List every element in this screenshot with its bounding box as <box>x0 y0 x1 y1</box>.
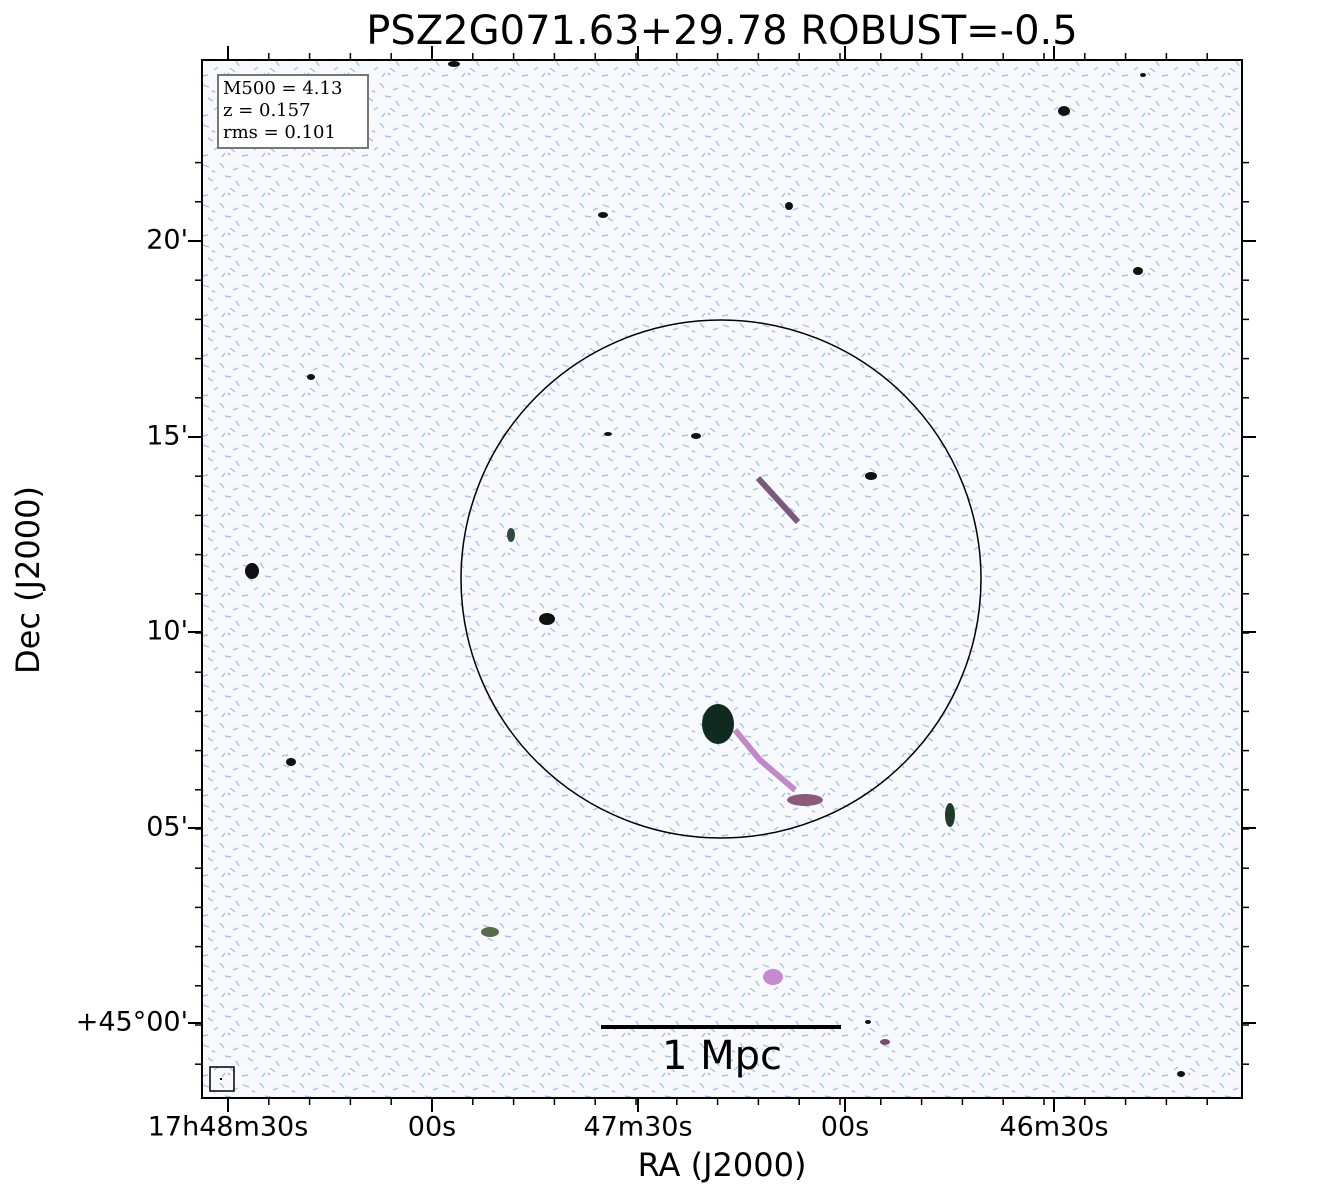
info-text: rms = 0.101 <box>223 122 336 143</box>
frame <box>201 59 1243 1099</box>
y-tick-label: 20' <box>146 225 188 256</box>
x-tick-label: 47m30s <box>583 1112 692 1143</box>
x-tick-label: 46m30s <box>999 1112 1108 1143</box>
scale-bar-label: 1 Mpc <box>662 1033 782 1079</box>
y-tick-label: 15' <box>146 421 188 452</box>
y-axis-label: Dec (J2000) <box>9 486 47 674</box>
beam <box>220 1078 222 1080</box>
x-axis-label: RA (J2000) <box>638 1146 807 1184</box>
y-tick-label: 05' <box>146 812 188 843</box>
x-tick-label: 17h48m30s <box>148 1112 309 1143</box>
title: PSZ2G071.63+29.78 ROBUST=-0.5 <box>366 8 1077 54</box>
info-text: M500 = 4.13 <box>223 78 342 99</box>
radio-map <box>202 60 1242 1098</box>
x-tick-label: 00s <box>821 1112 869 1143</box>
r500-circle <box>460 319 982 839</box>
y-tick-label: +45°00' <box>76 1007 188 1038</box>
info-box <box>217 74 369 149</box>
info-text: z = 0.157 <box>223 100 311 121</box>
beam-box <box>209 1066 235 1092</box>
x-tick-label: 00s <box>408 1112 456 1143</box>
sources <box>245 61 1185 1077</box>
y-tick-label: 10' <box>146 616 188 647</box>
